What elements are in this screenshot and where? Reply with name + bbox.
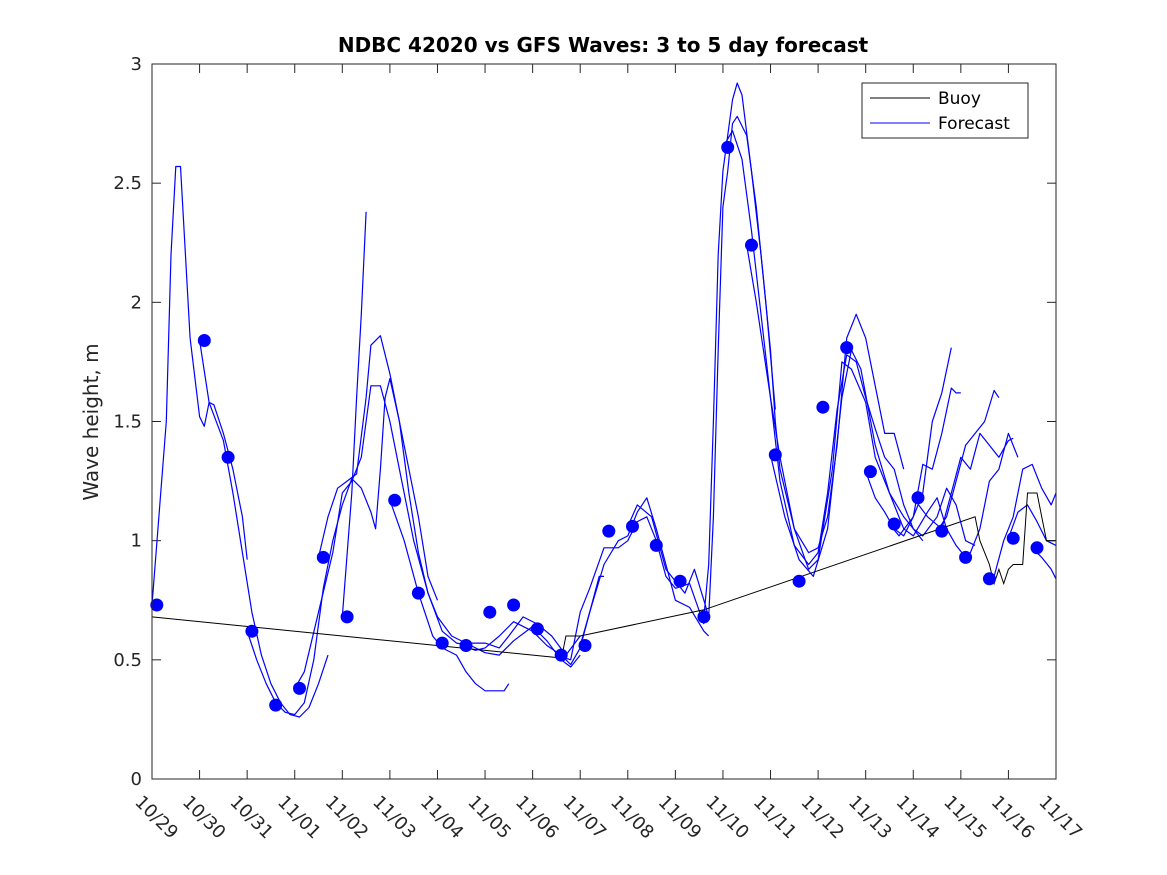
forecast-marker (554, 648, 568, 662)
forecast-marker (388, 493, 402, 507)
forecast-marker (340, 610, 354, 624)
legend-forecast-label: Forecast (938, 114, 1010, 134)
forecast-marker (197, 334, 211, 347)
forecast-marker (840, 341, 854, 355)
forecast-marker (911, 491, 925, 505)
y-tick-label: 2.5 (113, 173, 142, 194)
forecast-marker (459, 639, 473, 652)
forecast-run-line (703, 82, 905, 617)
legend-box (861, 82, 1029, 139)
forecast-marker (316, 550, 330, 564)
forecast-marker (768, 448, 782, 462)
legend-buoy-label: Buoy (938, 89, 981, 109)
forecast-run-line (151, 165, 248, 606)
forecast-run-line (865, 347, 952, 537)
plot-area (152, 64, 1056, 779)
forecast-run-line (746, 245, 967, 570)
forecast-markers (150, 140, 1044, 712)
forecast-marker (863, 465, 877, 479)
forecast-marker (411, 586, 425, 600)
forecast-marker (649, 538, 663, 552)
forecast-run-line (960, 432, 1019, 558)
forecast-marker (245, 624, 259, 638)
forecast-marker (530, 622, 544, 636)
forecast-run-line (936, 389, 1000, 532)
y-tick-label: 2 (131, 292, 142, 313)
forecast-marker (697, 610, 711, 624)
plot-frame (151, 63, 1057, 780)
y-tick-label: 0 (131, 769, 142, 790)
y-axis-label: Wave height, m (79, 343, 103, 500)
forecast-marker (602, 524, 616, 538)
forecast-run-line (317, 335, 581, 656)
forecast-marker (507, 598, 521, 612)
forecast-run-line (199, 340, 329, 718)
chart-title: NDBC 42020 vs GFS Waves: 3 to 5 day fore… (338, 33, 869, 57)
forecast-marker (816, 400, 830, 414)
forecast-marker (673, 574, 687, 588)
forecast-run-line (341, 211, 367, 617)
forecast-run-line (889, 387, 961, 537)
forecast-marker (221, 450, 235, 464)
forecast-run-line (912, 432, 1014, 530)
forecast-run-line (389, 500, 510, 692)
forecast-marker (792, 574, 806, 588)
buoy-line (151, 492, 1056, 661)
forecast-marker (982, 572, 996, 586)
forecast-marker (150, 598, 164, 612)
forecast-marker (959, 550, 973, 564)
forecast-marker (578, 639, 592, 652)
forecast-run-line (984, 463, 1057, 580)
y-tick-label: 3 (131, 54, 142, 75)
forecast-marker (626, 519, 639, 533)
forecast-run-line (246, 378, 439, 716)
forecast-marker (745, 238, 758, 252)
y-tick-label: 1 (131, 531, 142, 552)
forecast-marker (269, 698, 283, 712)
forecast-run-line (1007, 504, 1057, 546)
legend: Buoy Forecast (861, 82, 1029, 139)
forecast-marker (293, 681, 306, 695)
forecast-marker (1006, 531, 1020, 545)
forecast-marker (935, 524, 949, 538)
forecast-marker (721, 140, 735, 154)
y-tick-label: 0.5 (113, 650, 142, 671)
forecast-run-line (579, 575, 604, 646)
forecast-run-line (722, 130, 924, 566)
forecast-marker (483, 605, 497, 619)
y-tick-label: 1.5 (113, 412, 142, 433)
forecast-marker (435, 636, 449, 650)
forecast-marker (887, 517, 901, 531)
forecast-marker (1030, 541, 1044, 555)
